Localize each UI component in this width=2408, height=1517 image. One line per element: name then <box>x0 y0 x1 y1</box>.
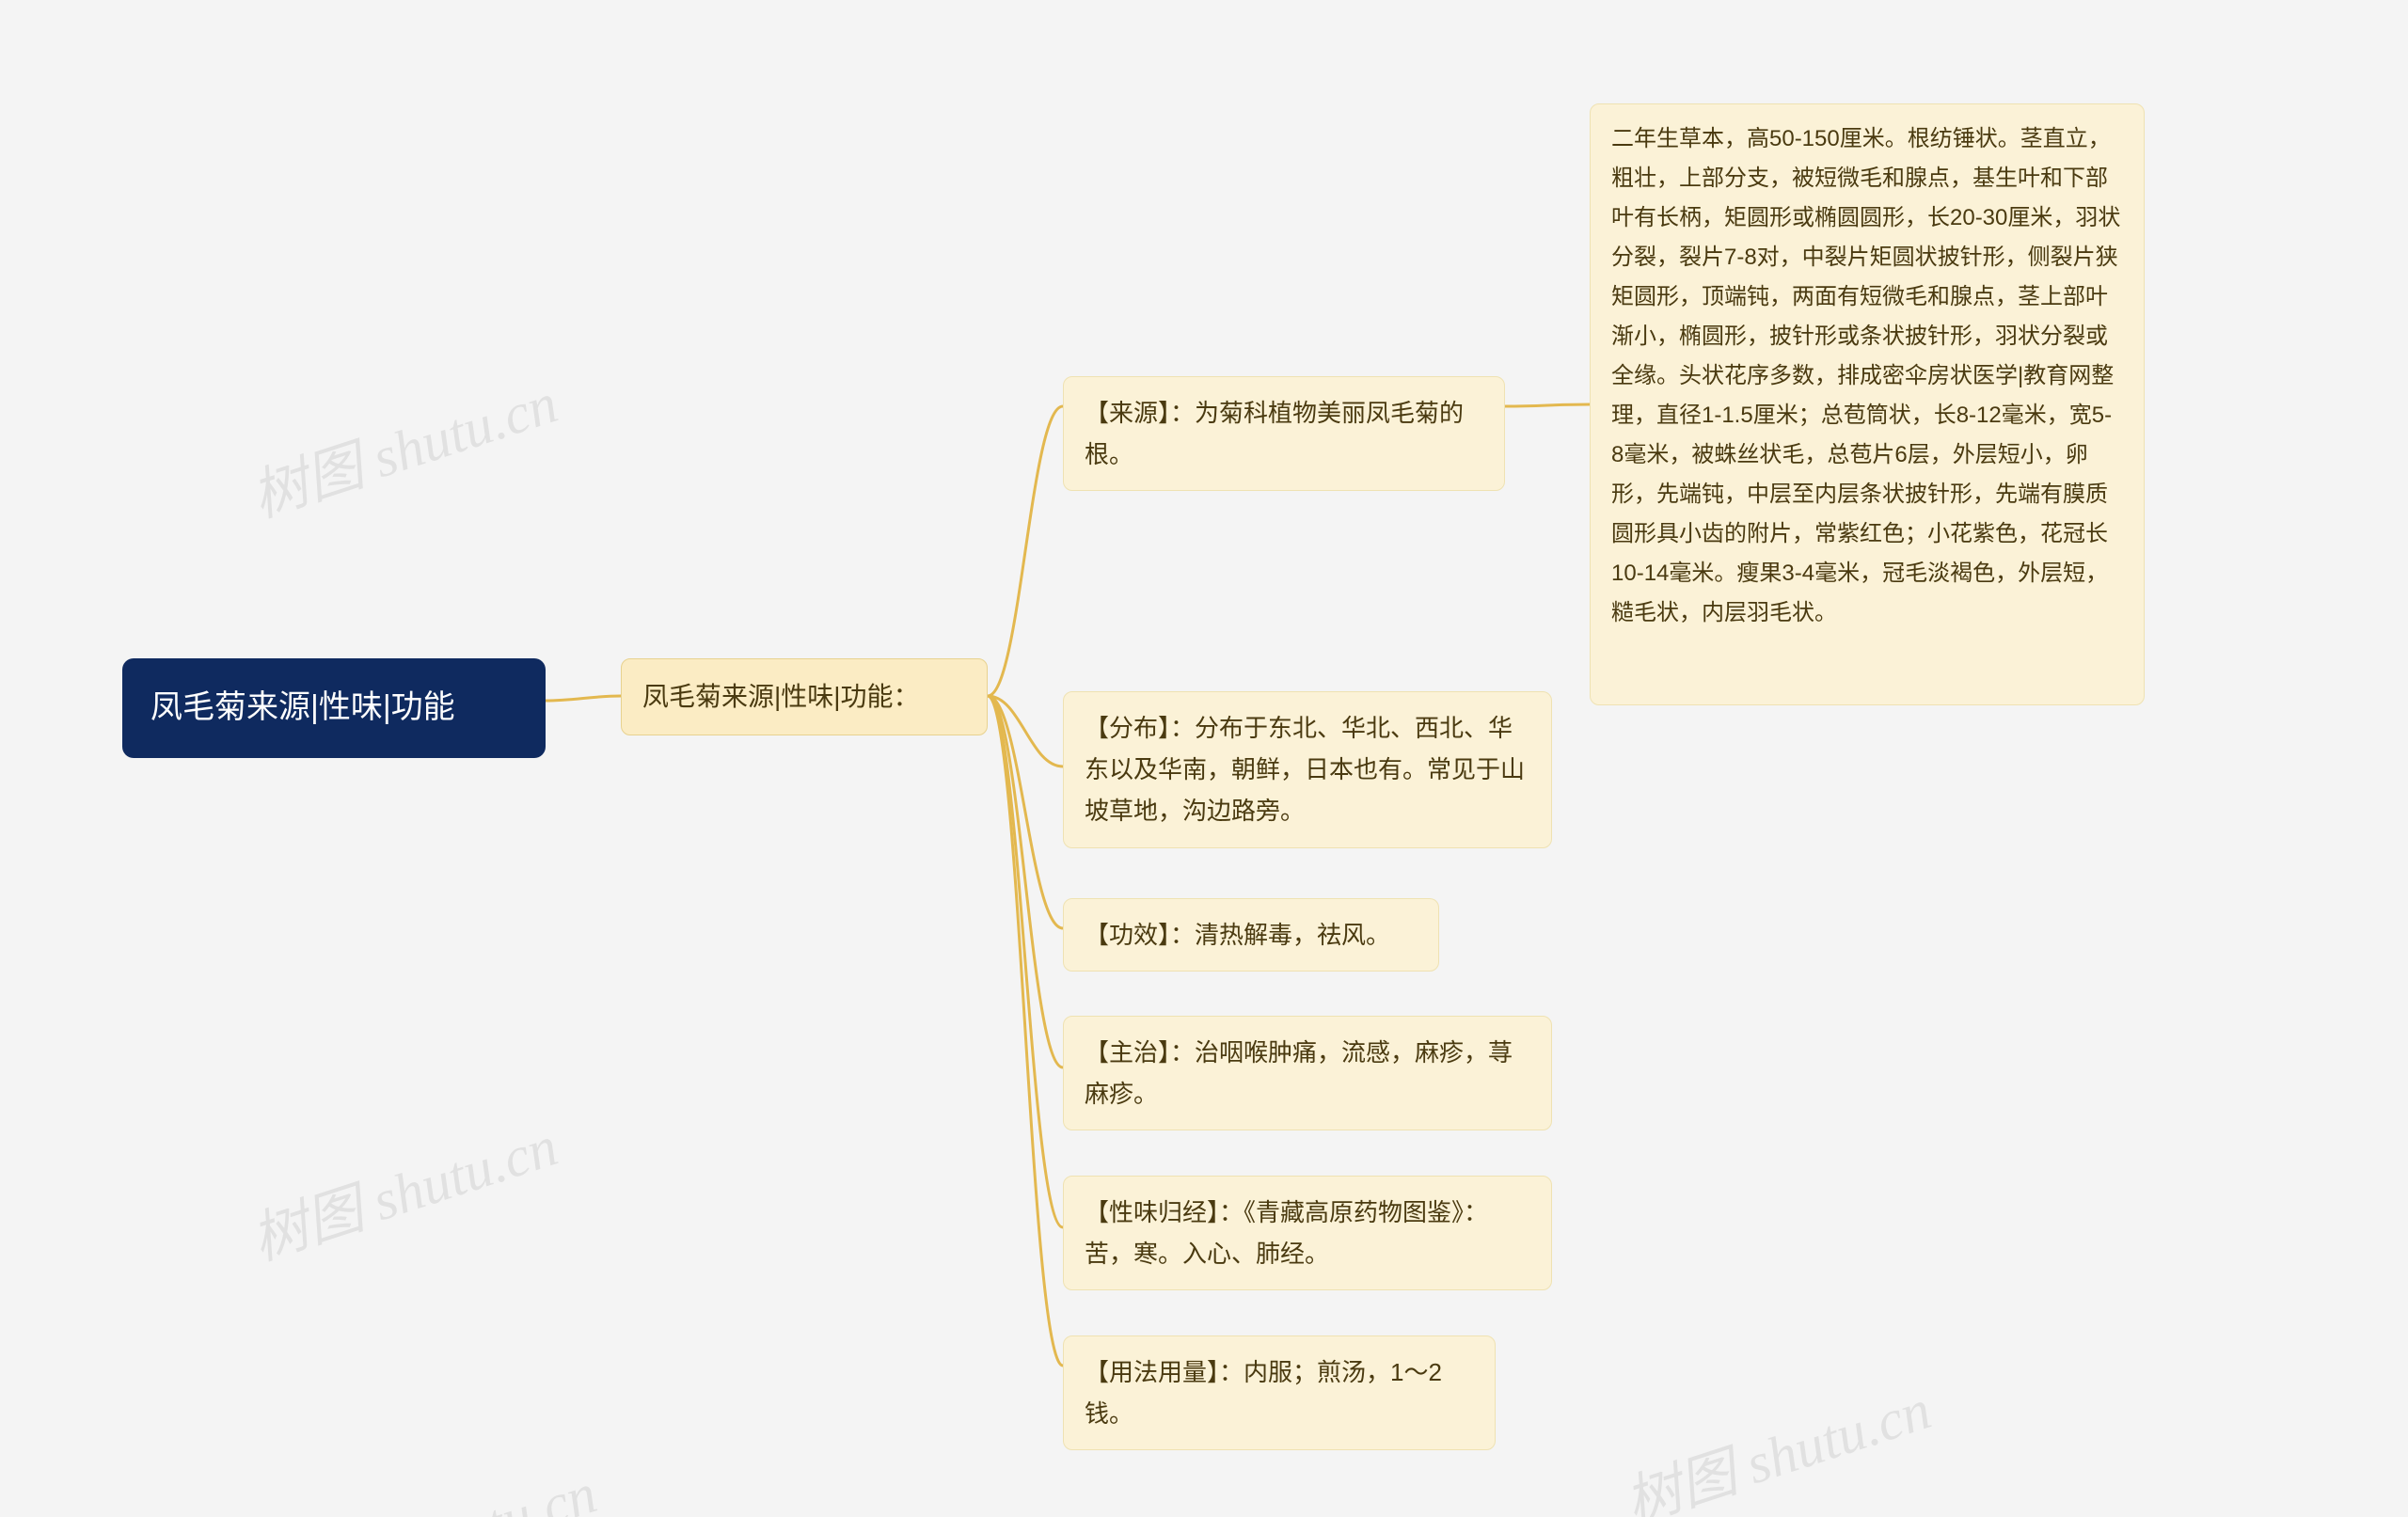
watermark-text: 图 shutu.cn <box>332 1447 605 1517</box>
mindmap-root-node[interactable]: 凤毛菊来源|性味|功能 <box>122 658 546 758</box>
mindmap-leaf-nature[interactable]: 【性味归经】：《青藏高原药物图鉴》：苦，寒。入心、肺经。 <box>1063 1176 1552 1290</box>
mindmap-leaf-distribution[interactable]: 【分布】：分布于东北、华北、西北、华东以及华南，朝鲜，日本也有。常见于山坡草地，… <box>1063 691 1552 848</box>
watermark-text: 树图 shutu.cn <box>240 1100 566 1276</box>
mindmap-leaf-effect[interactable]: 【功效】：清热解毒，祛风。 <box>1063 898 1439 972</box>
mindmap-detail-node[interactable]: 二年生草本，高50-150厘米。根纺锤状。茎直立，粗壮，上部分支，被短微毛和腺点… <box>1590 103 2145 705</box>
mindmap-branch-node[interactable]: 凤毛菊来源|性味|功能： <box>621 658 988 735</box>
watermark-text: 树图 shutu.cn <box>240 357 566 533</box>
watermark-text: 树图 shutu.cn <box>1613 1364 1940 1517</box>
mindmap-leaf-dosage[interactable]: 【用法用量】：内服；煎汤，1～2钱。 <box>1063 1335 1496 1450</box>
mindmap-leaf-indication[interactable]: 【主治】：治咽喉肿痛，流感，麻疹，荨麻疹。 <box>1063 1016 1552 1130</box>
mindmap-leaf-source[interactable]: 【来源】：为菊科植物美丽凤毛菊的根。 <box>1063 376 1505 491</box>
mindmap-canvas: 树图 shutu.cn树图 shutu.cn树图 shutu.cn树图 shut… <box>0 0 2408 1517</box>
